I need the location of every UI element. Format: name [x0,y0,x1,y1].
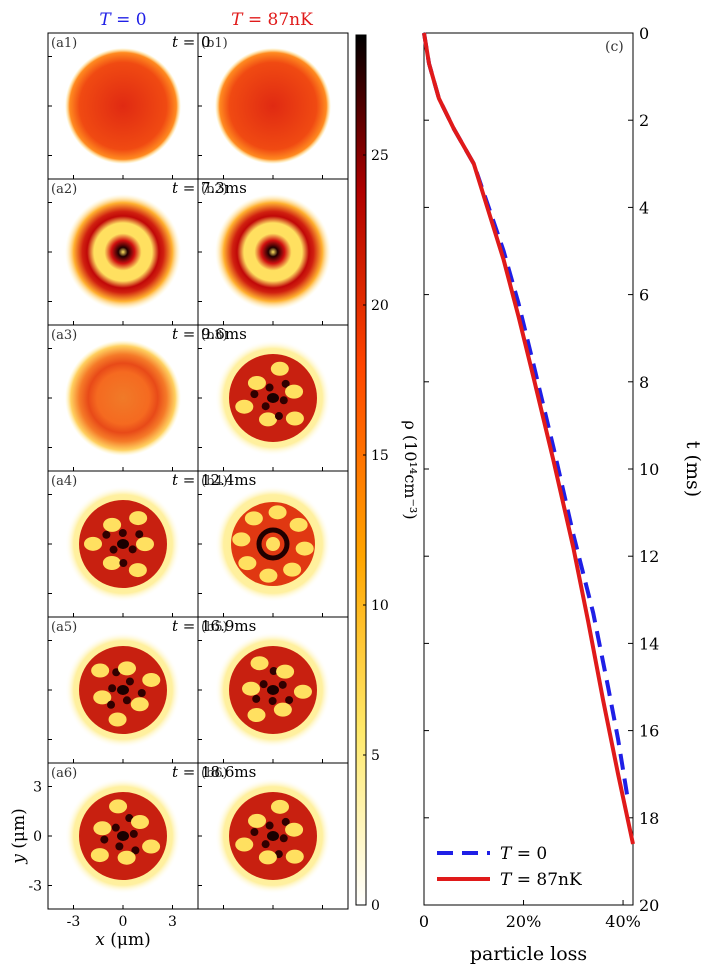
density-panel-left: (a6) [47,762,199,910]
density-panel-right: (b5) [197,616,349,764]
panel-row: (a1) (b1) t = 0 [47,32,349,180]
density-axes: -3 0 3 3 0 -3 x (μm) y (μm) [9,780,177,951]
panel-row: (a6) (b6) t = 18.6ms [47,762,349,910]
colorbar: 0 5 10 15 20 25 ρ (10¹⁴cm⁻³) [355,34,420,914]
colorbar-tick: 10 [371,598,389,614]
y-tick-label: 10 [639,460,659,479]
panel-tag: (a3) [51,328,77,343]
y-axis-label: y (μm) [9,808,29,864]
legend-label: T = 0 [500,844,547,864]
y-tick-label: 4 [639,198,649,217]
series-line-1 [422,32,635,845]
loss-chart: 0 2 4 6 8 10 12 14 16 18 20 0 20% 40% particle loss t (… [419,24,704,965]
x-tick-label: 3 [168,914,177,930]
y-tick-label: 18 [639,809,659,828]
time-prefix: t = [172,325,195,343]
x-tick-label: -3 [67,914,81,930]
legend-label: T = 87nK [500,870,582,890]
panel-tag: (a6) [51,766,77,781]
panel-tag: (b2) [201,182,228,197]
time-prefix: t = [172,471,195,489]
time-value: 16.9ms [201,617,256,635]
y-tick-label: 14 [639,634,659,653]
density-panel-left: (a2) [47,178,199,326]
y-tick-label: 0 [33,829,42,845]
time-value: 7.3ms [201,179,247,197]
y-tick-label: 16 [639,722,659,741]
colorbar-tick: 15 [371,448,389,464]
time-value: 9.6ms [201,325,247,343]
panel-row: (a2) (b2) t = 7.3ms [47,178,349,326]
density-panel-left: (a1) [47,32,199,180]
colorbar-tick: 5 [371,748,380,764]
chart-frame [423,32,634,906]
y-tick-label: 6 [639,286,649,305]
y-tick-label: 20 [639,896,659,915]
colorbar-label: ρ (10¹⁴cm⁻³) [401,420,420,519]
header-left: T = 0 [99,10,146,30]
density-panel-left: (a4) [47,470,199,618]
panel-tag: (a1) [51,36,77,51]
colorbar-gradient [355,34,367,906]
density-panel-right: (b1) [197,32,349,180]
time-value: 0 [201,33,211,51]
density-panel-left: (a5) [47,616,199,764]
density-panel-right: (b6) [197,762,349,910]
y-tick-label: -3 [28,879,42,895]
y-tick-label: 0 [639,24,649,43]
time-prefix: t = [172,33,195,51]
time-prefix: t = [172,763,195,781]
panel-tag: (b4) [201,474,228,489]
panel-tag: (b5) [201,620,228,635]
time-prefix: t = [172,179,195,197]
panel-tag: (b6) [201,766,228,781]
chart-x-label: particle loss [470,943,587,965]
density-panels: (a1) (b1) t = 0 (a2) (b2) t = 7.3ms (a3) (b3) t = 9… [47,32,349,910]
y-tick-label: 12 [639,547,659,566]
header-right: T = 87nK [231,10,313,30]
panel-row: (a5) (b5) t = 16.9ms [47,616,349,764]
x-tick-label: 0 [119,914,128,930]
density-panel-right: (b3) [197,324,349,472]
y-tick-label: 3 [33,780,42,796]
legend: T = 0 T = 87nK [437,844,582,890]
x-tick-label: 0 [419,912,429,931]
panel-tag: (a2) [51,182,77,197]
colorbar-tick: 25 [371,148,389,164]
density-panel-right: (b2) [197,178,349,326]
panel-tag: (b3) [201,328,228,343]
x-axis-label: x (μm) [95,930,150,950]
colorbar-tick: 20 [371,298,389,314]
chart-y-label: t (ms) [682,441,704,497]
x-tick-label: 40% [605,912,641,931]
panel-row: (a3) (b3) t = 9.6ms [47,324,349,472]
density-panel-left: (a3) [47,324,199,472]
panel-tag: (c) [605,39,624,55]
y-tick-label: 8 [639,373,649,392]
panel-tag: (a5) [51,620,77,635]
time-value: 12.4ms [201,471,256,489]
panel-tag: (a4) [51,474,77,489]
panel-tag: (b1) [201,36,228,51]
colorbar-tick: 0 [371,898,380,914]
y-tick-label: 2 [639,111,649,130]
x-tick-label: 20% [506,912,542,931]
panel-row: (a4) (b4) t = 12.4ms [47,470,349,618]
density-panel-right: (b4) [197,470,349,618]
time-prefix: t = [172,617,195,635]
time-value: 18.6ms [201,763,256,781]
